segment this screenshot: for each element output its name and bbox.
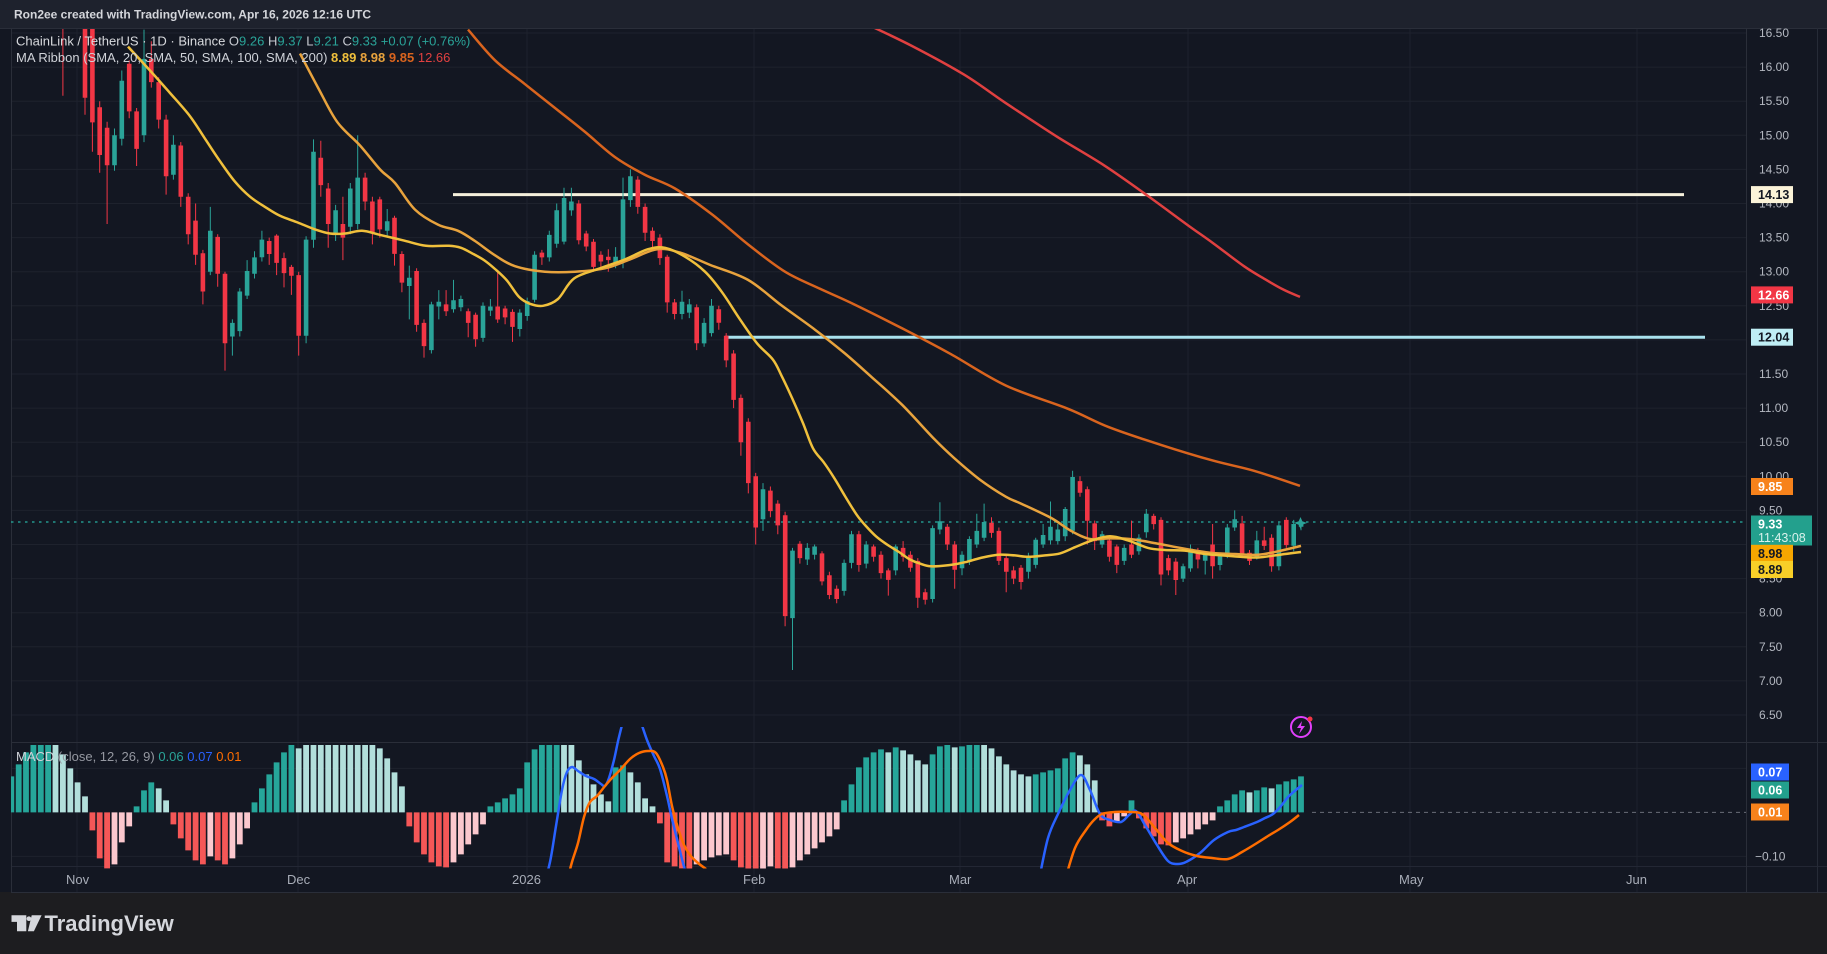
svg-text:0.01: 0.01	[1758, 806, 1782, 820]
svg-text:12.04: 12.04	[1758, 331, 1789, 345]
svg-text:Nov Dec 2026 Feb Mar Apr May J: Nov Dec 2026 Feb Mar Apr May Jun	[66, 872, 1647, 887]
svg-text:14.13: 14.13	[1758, 188, 1789, 202]
svg-text:9.85: 9.85	[1758, 480, 1782, 494]
svg-text:12.66: 12.66	[1758, 288, 1789, 302]
svg-text:9.33: 9.33	[1758, 518, 1782, 532]
svg-text:8.89: 8.89	[1758, 563, 1782, 577]
svg-text:11:43:08: 11:43:08	[1758, 531, 1806, 545]
svg-text:MACD (close, 12, 26, 9) 0.06 0: MACD (close, 12, 26, 9) 0.06 0.07 0.01	[16, 749, 242, 764]
svg-text:TradingView: TradingView	[45, 911, 175, 936]
svg-text:0.06: 0.06	[1758, 784, 1782, 798]
svg-text:Ron2ee created with TradingVie: Ron2ee created with TradingView.com, Apr…	[14, 8, 371, 22]
svg-text:0.07: 0.07	[1758, 766, 1782, 780]
svg-text:ChainLink / TetherUS · 1D · Bi: ChainLink / TetherUS · 1D · Binance O9.2…	[16, 34, 470, 49]
svg-text:8.98: 8.98	[1758, 547, 1782, 561]
svg-text:MA Ribbon (SMA, 20, SMA, 50, S: MA Ribbon (SMA, 20, SMA, 50, SMA, 100, S…	[16, 50, 450, 65]
